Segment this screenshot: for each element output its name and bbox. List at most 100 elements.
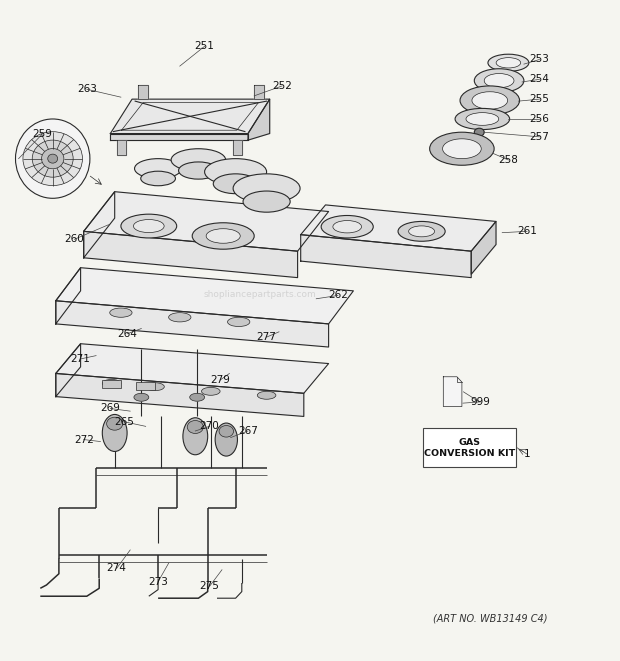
Text: 257: 257 (529, 132, 549, 142)
Ellipse shape (171, 149, 226, 171)
Text: 273: 273 (148, 576, 168, 587)
Text: 252: 252 (272, 81, 292, 91)
Polygon shape (254, 85, 264, 99)
Ellipse shape (484, 73, 514, 88)
Text: 275: 275 (200, 581, 219, 592)
Ellipse shape (187, 420, 203, 434)
Ellipse shape (443, 139, 481, 159)
Polygon shape (443, 377, 462, 407)
Ellipse shape (233, 174, 300, 203)
Ellipse shape (107, 417, 123, 430)
Ellipse shape (202, 387, 220, 395)
Polygon shape (84, 192, 329, 251)
Ellipse shape (466, 112, 498, 126)
Polygon shape (301, 205, 496, 251)
Polygon shape (232, 140, 242, 155)
Polygon shape (56, 344, 329, 393)
Bar (136, 382, 155, 390)
Ellipse shape (219, 426, 234, 437)
Polygon shape (138, 85, 148, 99)
Text: 265: 265 (114, 416, 134, 427)
Polygon shape (471, 221, 496, 274)
Ellipse shape (472, 92, 508, 109)
Ellipse shape (409, 226, 435, 237)
Ellipse shape (333, 221, 361, 233)
Ellipse shape (474, 128, 484, 136)
Text: 264: 264 (117, 329, 137, 339)
Text: shopliancepartparts.com: shopliancepartparts.com (204, 290, 317, 299)
Ellipse shape (460, 86, 520, 115)
Text: 254: 254 (529, 74, 549, 85)
Polygon shape (110, 134, 248, 140)
Polygon shape (56, 268, 81, 324)
Text: 256: 256 (529, 114, 549, 124)
Polygon shape (110, 99, 270, 134)
Ellipse shape (257, 391, 276, 399)
Ellipse shape (134, 393, 149, 401)
Ellipse shape (32, 140, 73, 177)
Ellipse shape (321, 215, 373, 238)
Ellipse shape (48, 154, 58, 163)
Polygon shape (56, 373, 304, 416)
Ellipse shape (430, 132, 494, 165)
Text: 999: 999 (471, 397, 490, 407)
Ellipse shape (179, 162, 218, 179)
Text: 255: 255 (529, 94, 549, 104)
Text: 272: 272 (74, 434, 94, 445)
Ellipse shape (135, 159, 182, 178)
Text: 267: 267 (238, 426, 258, 436)
Text: 263: 263 (77, 84, 97, 95)
Ellipse shape (455, 108, 510, 130)
Ellipse shape (102, 414, 127, 451)
Ellipse shape (146, 383, 164, 391)
Text: 251: 251 (195, 41, 215, 52)
Text: 271: 271 (71, 354, 91, 364)
Polygon shape (301, 235, 471, 278)
Ellipse shape (192, 223, 254, 249)
Polygon shape (56, 344, 81, 397)
Ellipse shape (228, 317, 250, 327)
Text: 269: 269 (100, 403, 120, 414)
Ellipse shape (102, 379, 121, 387)
Ellipse shape (398, 221, 445, 241)
Ellipse shape (133, 219, 164, 233)
Ellipse shape (23, 132, 82, 186)
Ellipse shape (243, 191, 290, 212)
Text: 1: 1 (524, 449, 530, 459)
Polygon shape (117, 140, 126, 155)
Ellipse shape (121, 214, 177, 238)
Ellipse shape (110, 308, 132, 317)
Polygon shape (56, 268, 353, 324)
Ellipse shape (215, 423, 237, 456)
Circle shape (16, 119, 90, 198)
Ellipse shape (205, 159, 267, 185)
Ellipse shape (206, 229, 241, 243)
Text: 261: 261 (517, 226, 537, 237)
Polygon shape (248, 99, 270, 140)
Ellipse shape (190, 393, 205, 401)
Polygon shape (84, 231, 298, 278)
Text: 279: 279 (210, 375, 230, 385)
Text: 258: 258 (498, 155, 518, 165)
Text: 260: 260 (64, 234, 84, 245)
Text: 262: 262 (328, 290, 348, 301)
Text: 270: 270 (200, 421, 219, 432)
Polygon shape (84, 192, 115, 258)
Bar (102, 380, 121, 388)
FancyBboxPatch shape (423, 428, 516, 467)
Text: 253: 253 (529, 54, 549, 65)
Ellipse shape (474, 69, 524, 93)
Ellipse shape (141, 171, 175, 186)
Text: GAS
CONVERSION KIT: GAS CONVERSION KIT (424, 438, 515, 458)
Ellipse shape (42, 149, 64, 169)
Text: (ART NO. WB13149 C4): (ART NO. WB13149 C4) (433, 613, 547, 623)
Ellipse shape (496, 58, 521, 68)
Text: 274: 274 (107, 563, 126, 574)
Text: 277: 277 (257, 332, 277, 342)
Ellipse shape (213, 174, 258, 194)
Ellipse shape (488, 54, 529, 71)
Ellipse shape (183, 418, 208, 455)
Polygon shape (56, 301, 329, 347)
Text: 259: 259 (32, 129, 52, 139)
Ellipse shape (169, 313, 191, 322)
